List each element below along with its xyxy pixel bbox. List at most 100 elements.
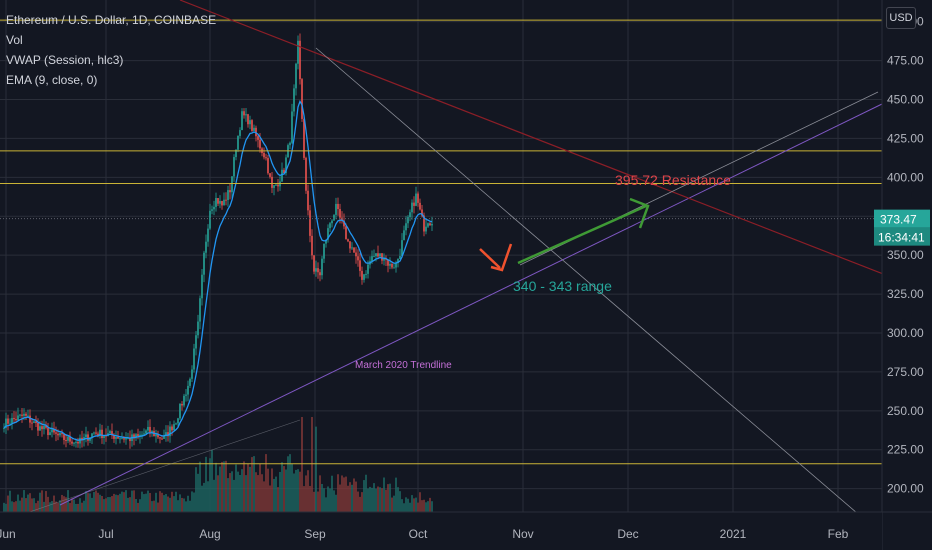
price-axis-bg bbox=[882, 0, 932, 550]
volume-bar bbox=[247, 463, 249, 512]
volume-bar bbox=[403, 503, 405, 512]
volume-bar bbox=[133, 490, 135, 512]
candle-body bbox=[161, 438, 163, 440]
indicator-vol[interactable]: Vol bbox=[6, 33, 23, 47]
candle-body bbox=[7, 418, 9, 424]
x-tick-label: Nov bbox=[512, 527, 533, 541]
volume-bar bbox=[217, 475, 219, 512]
resistance-label[interactable]: 395.72 Resistance bbox=[615, 172, 731, 188]
candle-body bbox=[343, 220, 345, 227]
volume-bar bbox=[329, 488, 331, 512]
candle-body bbox=[29, 415, 31, 423]
candle-body bbox=[309, 210, 311, 236]
x-tick-label: Aug bbox=[199, 527, 220, 541]
volume-bar bbox=[135, 498, 137, 512]
candle-body bbox=[263, 152, 265, 158]
volume-bar bbox=[219, 466, 221, 512]
green-arrow-line[interactable] bbox=[517, 204, 647, 265]
trendline-label[interactable]: March 2020 Trendline bbox=[355, 360, 452, 371]
candle-body bbox=[195, 335, 197, 349]
candle-body bbox=[117, 437, 119, 439]
time-axis[interactable]: Jun Jul Aug Sep Oct Nov Dec 2021 Feb bbox=[0, 511, 932, 550]
candle-body bbox=[427, 223, 429, 227]
volume-bar bbox=[233, 479, 235, 512]
range-label[interactable]: 340 - 343 range bbox=[513, 278, 612, 294]
candle-body bbox=[403, 230, 405, 241]
volume-bar bbox=[263, 481, 265, 512]
candle-body bbox=[333, 214, 335, 221]
march-trendline[interactable] bbox=[59, 103, 883, 506]
candle-body bbox=[133, 434, 135, 439]
volume-bar bbox=[35, 503, 37, 512]
candle-body bbox=[123, 438, 125, 440]
volume-bar bbox=[347, 485, 349, 512]
volume-bar bbox=[25, 498, 27, 512]
base-trendline[interactable] bbox=[0, 419, 301, 523]
volume-bar bbox=[239, 475, 241, 512]
candle-body bbox=[307, 190, 309, 211]
candle-body bbox=[219, 201, 221, 204]
volume-bar bbox=[89, 493, 91, 512]
volume-bar bbox=[269, 485, 271, 512]
candle-body bbox=[43, 425, 45, 430]
volume-bar bbox=[83, 500, 85, 512]
volume-bar bbox=[51, 501, 53, 512]
volume-bar bbox=[389, 483, 391, 512]
red-arrow-line[interactable] bbox=[479, 248, 501, 269]
indicator-ema[interactable]: EMA (9, close, 0) bbox=[6, 73, 98, 87]
candle-body bbox=[255, 127, 257, 137]
candle-body bbox=[149, 426, 151, 433]
candle-body bbox=[77, 441, 79, 444]
volume-bar bbox=[29, 493, 31, 512]
chart-title[interactable]: Ethereum / U.S. Dollar, 1D, COINBASE bbox=[6, 13, 217, 27]
volume-bar bbox=[107, 497, 109, 512]
volume-bar bbox=[341, 475, 343, 512]
candle-body bbox=[47, 427, 49, 436]
indicator-vwap[interactable]: VWAP (Session, hlc3) bbox=[6, 53, 124, 67]
volume-bar bbox=[165, 494, 167, 512]
volume-bar bbox=[321, 483, 323, 512]
volume-bar bbox=[139, 499, 141, 512]
candle-body bbox=[113, 435, 115, 439]
volume-bar bbox=[407, 498, 409, 512]
volume-bar bbox=[339, 484, 341, 512]
descending-resistance-line[interactable] bbox=[179, 0, 932, 294]
volume-bar bbox=[11, 501, 13, 512]
candle-body bbox=[169, 426, 171, 437]
volume-bar bbox=[323, 488, 325, 512]
candle-body bbox=[65, 440, 67, 442]
x-tick-label: Jul bbox=[98, 527, 113, 541]
candle-body bbox=[135, 434, 137, 439]
descending-trendline[interactable] bbox=[315, 47, 901, 550]
candle-body bbox=[351, 247, 353, 249]
candle-body bbox=[319, 272, 321, 276]
candle-body bbox=[357, 256, 359, 261]
volume-bar bbox=[295, 469, 297, 512]
candle-body bbox=[97, 433, 99, 437]
candle-body bbox=[425, 226, 427, 232]
candle-body bbox=[253, 127, 255, 131]
candle-body bbox=[115, 437, 117, 439]
volume-bar bbox=[371, 487, 373, 512]
green-arrow-head[interactable] bbox=[629, 197, 650, 229]
candle-body bbox=[423, 215, 425, 232]
candle-body bbox=[413, 202, 415, 206]
price-axis[interactable]: 500.00475.00450.00425.00400.00375.00350.… bbox=[874, 0, 932, 550]
candle-body bbox=[257, 136, 259, 140]
volume-bar bbox=[333, 490, 335, 512]
volume-bar bbox=[277, 487, 279, 512]
currency-button[interactable]: USD bbox=[886, 7, 916, 29]
volume-bar bbox=[359, 496, 361, 512]
candle-body bbox=[299, 40, 301, 80]
candle-body bbox=[111, 431, 113, 436]
time-axis-bg bbox=[0, 512, 882, 550]
candle-body bbox=[297, 40, 299, 64]
volume-bar bbox=[167, 496, 169, 512]
volume-bar bbox=[231, 471, 233, 512]
volume-bar bbox=[173, 496, 175, 512]
volume-bar bbox=[55, 501, 57, 512]
countdown-bg bbox=[874, 227, 930, 246]
volume-bar bbox=[103, 499, 105, 512]
red-arrow-head[interactable] bbox=[490, 243, 513, 272]
